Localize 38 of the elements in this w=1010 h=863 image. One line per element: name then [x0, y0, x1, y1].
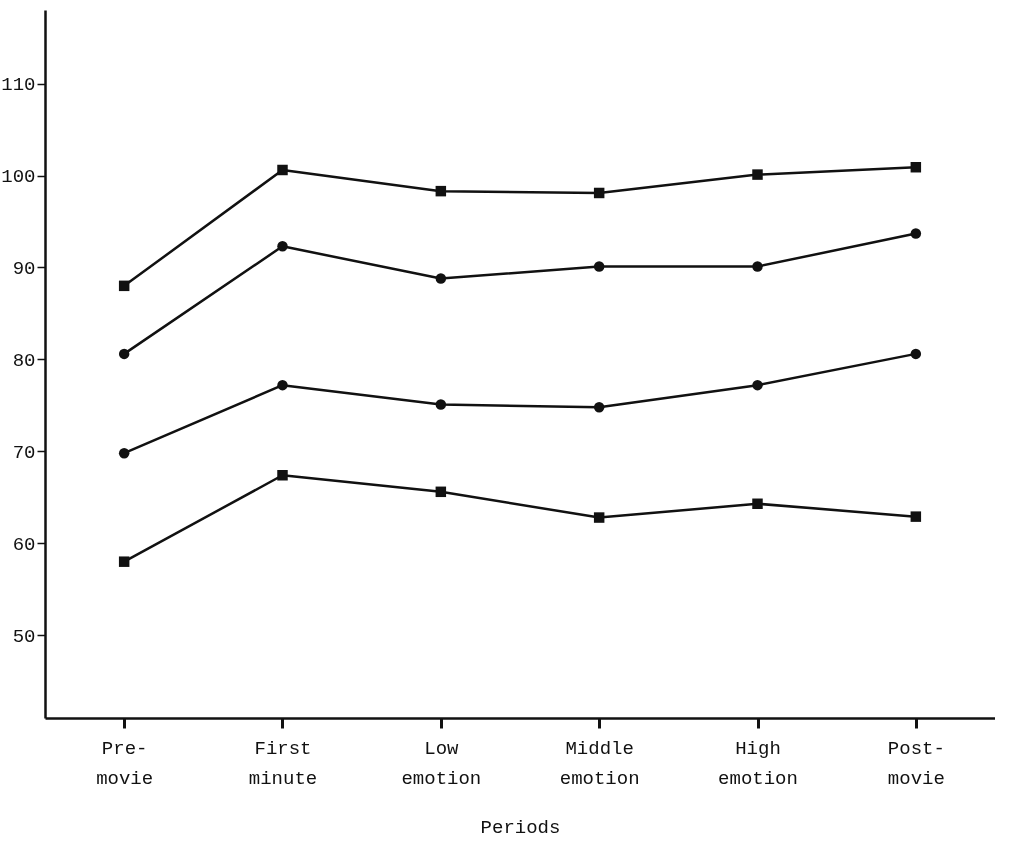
x-tick-label: Low emotion: [401, 737, 482, 790]
point: [752, 261, 763, 272]
point: [435, 486, 447, 498]
point: [435, 273, 447, 284]
y-tick-label: 60: [12, 533, 36, 556]
point: [277, 164, 288, 176]
y-tick-label: 90: [12, 257, 36, 280]
point: [118, 556, 130, 567]
point: [118, 447, 130, 459]
x-axis-title: Periods: [480, 816, 561, 839]
point: [593, 187, 605, 199]
point: [435, 399, 447, 410]
x-tick-label: High emotion: [718, 737, 798, 790]
point: [277, 379, 288, 391]
point: [752, 169, 763, 180]
y-tick-label: 50: [12, 625, 36, 648]
point: [435, 185, 447, 197]
x-tick-label: First minute: [248, 737, 318, 790]
point: [910, 228, 922, 239]
point: [593, 401, 605, 413]
x-tick-label: Pre- movie: [96, 737, 154, 790]
point: [118, 348, 130, 360]
point: [593, 512, 605, 523]
point: [752, 379, 763, 391]
y-tick-label: 110: [1, 74, 36, 97]
x-tick-label: Post- movie: [887, 737, 945, 790]
point: [277, 470, 288, 481]
x-tick-label: Middle emotion: [559, 737, 640, 790]
point: [910, 161, 922, 173]
point: [910, 348, 922, 360]
point: [752, 498, 763, 510]
point: [910, 511, 922, 522]
point: [593, 261, 605, 272]
point: [118, 280, 130, 292]
y-tick-label: 70: [12, 441, 36, 464]
y-tick-label: 80: [12, 349, 36, 372]
point: [277, 241, 288, 252]
y-tick-label: 100: [1, 166, 36, 189]
